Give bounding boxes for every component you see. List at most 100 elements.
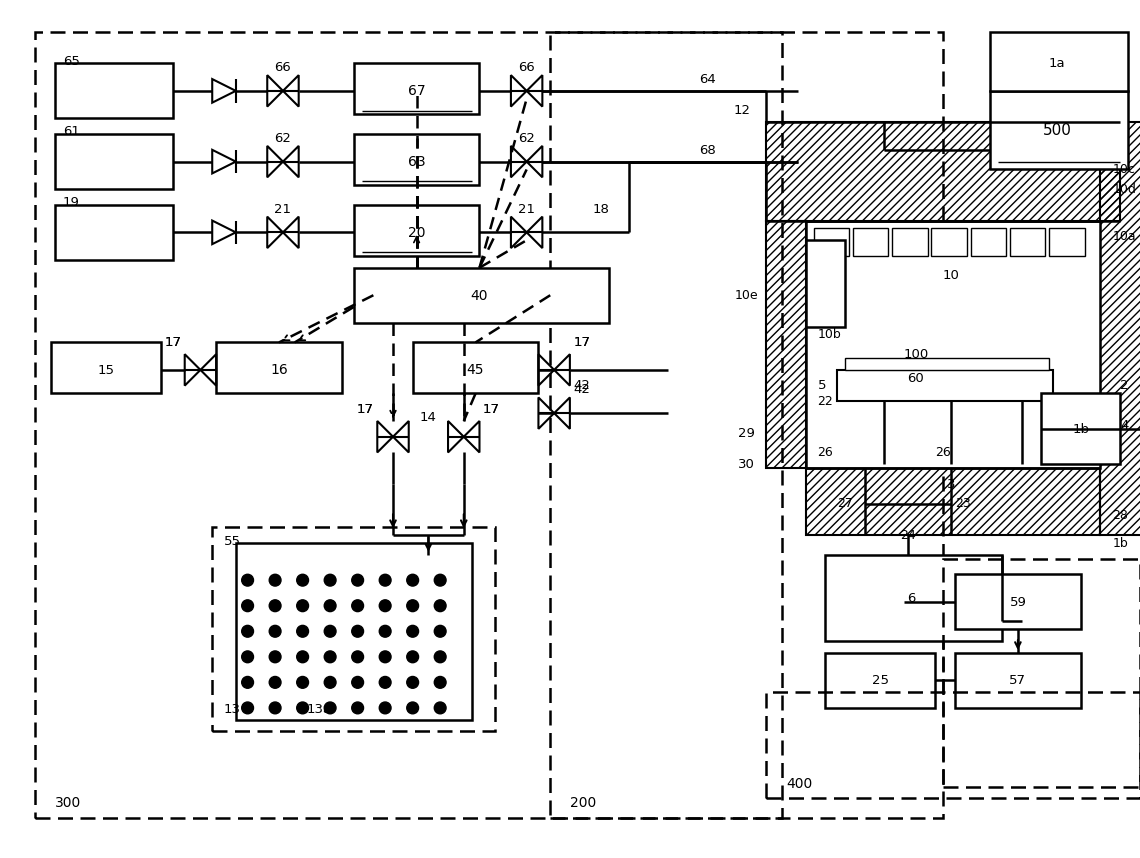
Bar [35,33,782,818]
Bar [766,123,1119,221]
Circle shape [296,574,309,586]
Bar [413,342,538,394]
Circle shape [434,676,446,688]
Circle shape [352,600,364,612]
Circle shape [242,702,253,714]
Text: 5: 5 [817,379,825,392]
Circle shape [380,651,391,662]
Bar [806,240,845,327]
Text: 13a: 13a [307,703,332,716]
Text: 1b: 1b [1072,422,1089,436]
Circle shape [380,702,391,714]
Bar [766,692,1140,798]
Circle shape [380,625,391,637]
Bar [970,228,1005,257]
Text: 18: 18 [592,202,609,215]
Text: 17: 17 [482,403,499,416]
Text: 63: 63 [408,154,425,169]
Text: 21: 21 [518,202,535,215]
Text: 29: 29 [738,426,755,439]
Text: 66: 66 [519,61,535,74]
Text: 20: 20 [408,226,425,239]
Text: 65: 65 [63,55,80,68]
Text: 62: 62 [275,132,292,145]
Text: 10c: 10c [1113,163,1135,176]
Circle shape [380,574,391,586]
Text: 13: 13 [223,703,241,716]
Bar [766,221,806,468]
Text: 1b: 1b [1112,536,1127,549]
Bar [1041,394,1119,464]
Bar [891,228,928,257]
Circle shape [407,676,418,688]
Bar [853,228,888,257]
Bar [825,555,1002,641]
Bar [236,543,472,720]
Circle shape [352,702,364,714]
Circle shape [324,702,336,714]
Circle shape [296,676,309,688]
Circle shape [352,574,364,586]
Circle shape [324,600,336,612]
Text: 12: 12 [733,105,750,118]
Bar [955,574,1081,630]
Bar [353,268,609,323]
Text: 25: 25 [872,674,889,687]
Bar [51,342,161,394]
Text: 61: 61 [63,125,80,138]
Bar [1049,228,1084,257]
Circle shape [242,600,253,612]
Bar [814,228,849,257]
Circle shape [269,574,280,586]
Circle shape [380,600,391,612]
Circle shape [296,600,309,612]
Circle shape [242,625,253,637]
Bar [931,228,967,257]
Text: 17: 17 [573,336,591,349]
Bar [212,527,495,732]
Circle shape [242,676,253,688]
Circle shape [269,676,280,688]
Circle shape [352,625,364,637]
Text: 10a: 10a [1113,230,1135,243]
Text: 64: 64 [699,73,716,86]
Text: 21: 21 [275,202,292,215]
Bar [353,135,480,185]
Circle shape [324,625,336,637]
Text: 400: 400 [785,776,812,790]
Bar [55,135,173,190]
Bar [353,63,480,115]
Bar [943,559,1140,787]
Circle shape [434,702,446,714]
Text: 3: 3 [946,478,955,491]
Bar [55,63,173,118]
Bar [353,205,480,257]
Text: 40: 40 [471,288,488,302]
Text: 45: 45 [466,363,484,377]
Text: 10d: 10d [1113,183,1135,196]
Bar [1010,228,1045,257]
Text: 28: 28 [1112,509,1127,522]
Circle shape [324,676,336,688]
Text: 10b: 10b [817,329,841,341]
Text: 14: 14 [420,411,437,424]
Text: 17: 17 [357,403,374,416]
Circle shape [407,600,418,612]
Circle shape [407,625,418,637]
Circle shape [296,651,309,662]
Bar [806,221,1100,468]
Text: 17: 17 [164,336,181,349]
Circle shape [434,651,446,662]
Bar [217,342,342,394]
Text: 66: 66 [275,61,292,74]
Text: 15: 15 [98,364,115,377]
Circle shape [269,702,280,714]
Text: 100: 100 [903,347,928,361]
Circle shape [434,600,446,612]
Text: 42: 42 [573,379,591,392]
Text: 500: 500 [1043,123,1072,138]
Text: 17: 17 [482,403,499,416]
Circle shape [324,651,336,662]
Circle shape [407,702,418,714]
Text: 55: 55 [223,535,241,548]
